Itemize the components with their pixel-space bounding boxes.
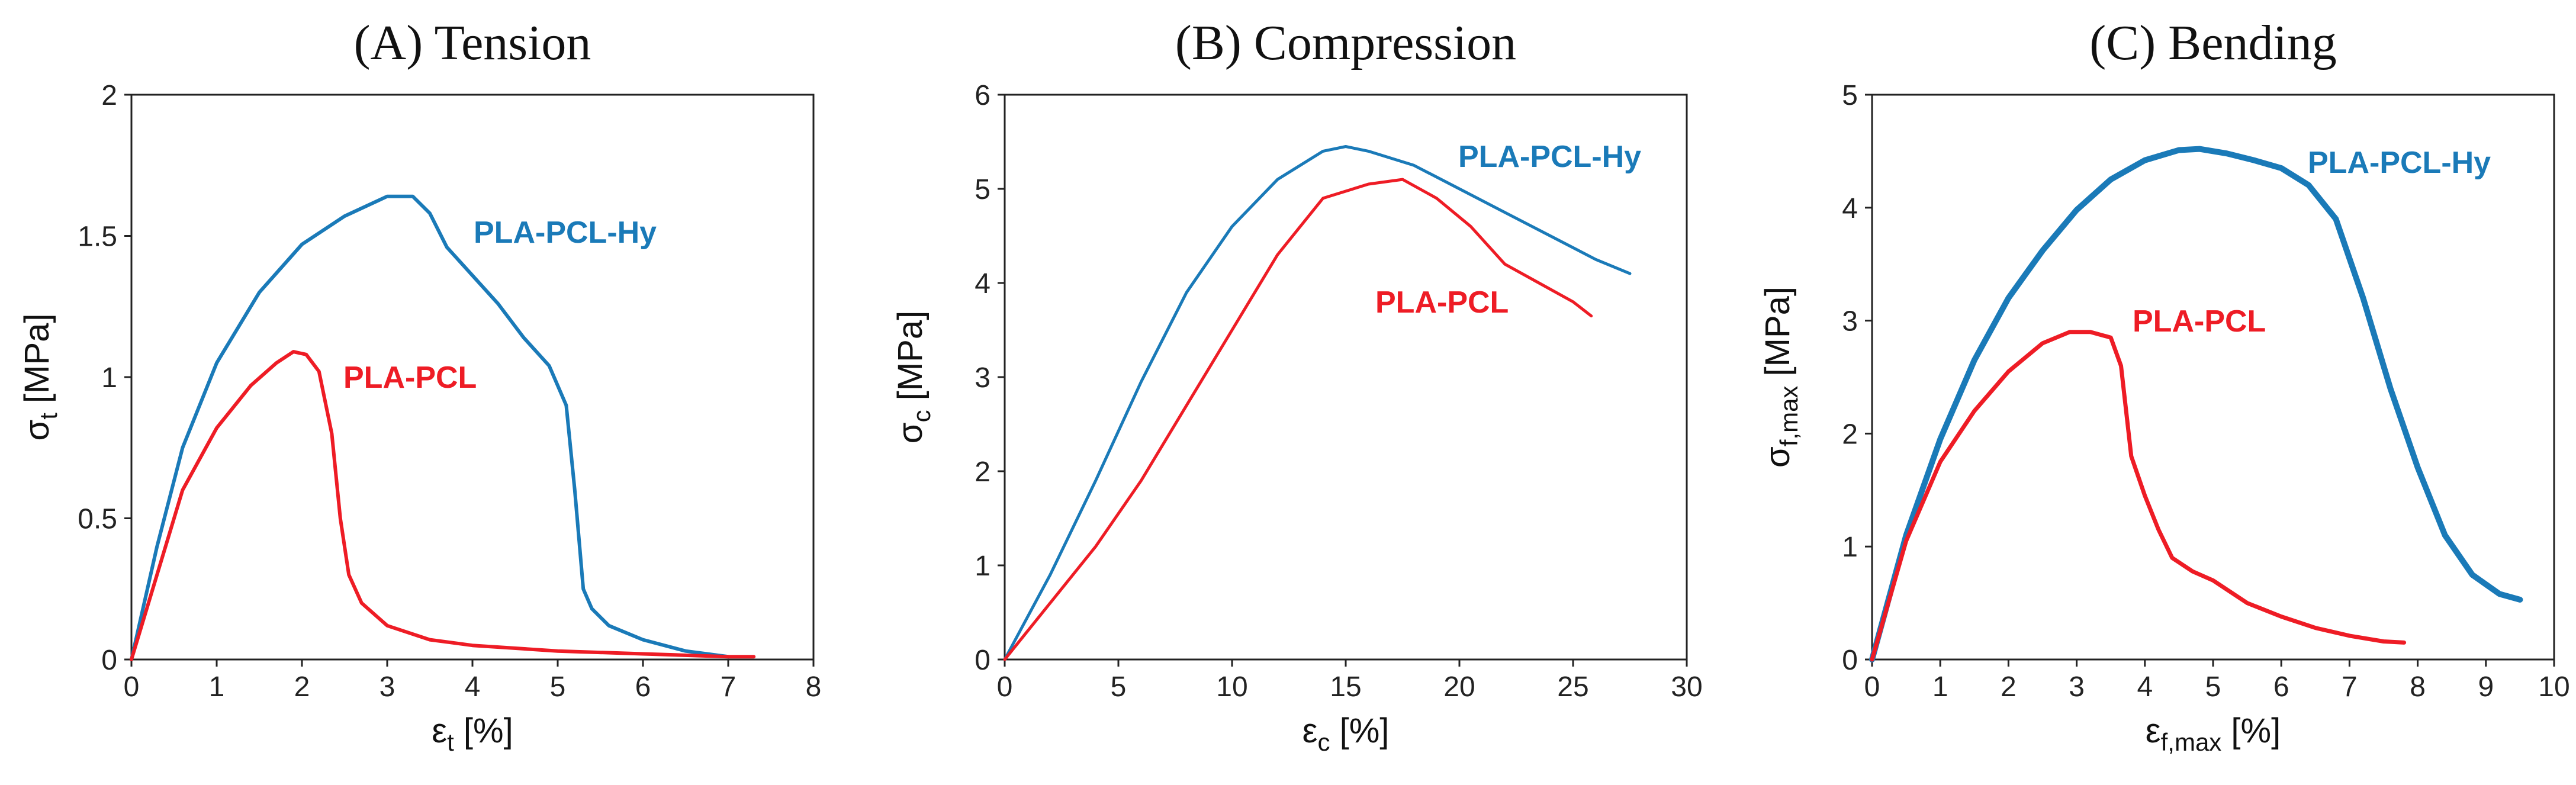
x-tick-label: 6 [2273, 671, 2289, 703]
x-tick-label: 5 [2205, 671, 2221, 703]
x-tick-label: 6 [635, 671, 651, 703]
y-tick-label: 0 [101, 645, 117, 676]
chart-title: (C) Bending [2089, 15, 2337, 70]
chart-title: (B) Compression [1175, 15, 1516, 70]
x-tick-label: 3 [2069, 671, 2085, 703]
x-axis-label: εt [%] [432, 712, 513, 756]
y-tick-label: 0 [1842, 645, 1858, 676]
y-axis-label-subscript: f,max [1775, 386, 1803, 447]
x-tick-label: 8 [806, 671, 822, 703]
y-axis-label: σc [MPa] [891, 311, 935, 443]
x-tick-label: 1 [209, 671, 225, 703]
y-axis-label-symbol: σ [891, 422, 930, 443]
series-label-pla-pcl-hy: PLA-PCL-Hy [474, 215, 657, 250]
x-axis-label: εc [%] [1303, 712, 1390, 756]
y-tick-label: 1 [975, 551, 990, 582]
y-tick-label: 0 [975, 645, 990, 676]
x-tick-label: 2 [2001, 671, 2017, 703]
x-tick-label: 7 [721, 671, 737, 703]
y-tick-label: 0.5 [78, 504, 117, 535]
y-axis-label-unit: [MPa] [891, 311, 930, 410]
x-axis-label-symbol: ε [432, 712, 447, 750]
series-label-pla-pcl-hy: PLA-PCL-Hy [1458, 140, 1641, 174]
y-axis-label: σt [MPa] [18, 313, 62, 440]
y-axis-label-symbol: σ [1758, 446, 1797, 468]
x-axis-label-unit: [%] [454, 712, 513, 750]
y-axis-label-subscript: t [34, 413, 62, 420]
plot-frame [1004, 94, 1688, 661]
x-axis-label-unit: [%] [1330, 712, 1389, 750]
x-tick-label: 3 [380, 671, 395, 703]
x-tick-label: 10 [2538, 671, 2569, 703]
x-tick-label: 4 [2137, 671, 2153, 703]
x-tick-label: 2 [294, 671, 310, 703]
y-axis-label-unit: [MPa] [1758, 287, 1797, 386]
y-axis-label: σf,max [MPa] [1758, 287, 1803, 468]
series-label-pla-pcl: PLA-PCL [2133, 304, 2266, 339]
series-label-pla-pcl: PLA-PCL [1375, 285, 1509, 320]
y-axis-label-subscript: c [908, 410, 935, 422]
x-tick-label: 0 [1864, 671, 1880, 703]
y-axis-label-symbol: σ [18, 420, 56, 441]
y-tick-label: 6 [975, 80, 990, 111]
x-tick-label: 25 [1557, 671, 1588, 703]
x-axis-label-subscript: c [1317, 728, 1330, 756]
x-tick-label: 0 [124, 671, 140, 703]
x-tick-label: 1 [1932, 671, 1948, 703]
series-label-pla-pcl-hy: PLA-PCL-Hy [2308, 146, 2491, 180]
x-tick-label: 10 [1216, 671, 1247, 703]
x-axis-label-subscript: t [447, 728, 454, 756]
y-tick-label: 4 [975, 268, 990, 300]
x-tick-label: 8 [2410, 671, 2426, 703]
y-tick-label: 2 [1842, 419, 1858, 450]
x-tick-label: 5 [550, 671, 566, 703]
x-axis-label-subscript: f,max [2161, 728, 2222, 756]
x-tick-label: 0 [997, 671, 1013, 703]
y-tick-label: 5 [975, 174, 990, 205]
series-label-pla-pcl: PLA-PCL [343, 361, 477, 395]
x-axis-label-symbol: ε [2146, 712, 2161, 750]
chart-title: (A) Tension [354, 15, 591, 70]
x-tick-label: 5 [1111, 671, 1127, 703]
y-tick-label: 1 [101, 362, 117, 394]
x-tick-label: 9 [2478, 671, 2494, 703]
x-axis-label-symbol: ε [1303, 712, 1318, 750]
y-axis-label-unit: [MPa] [18, 313, 56, 413]
x-tick-label: 30 [1671, 671, 1702, 703]
series-line-pla-pcl [1870, 330, 2407, 662]
y-tick-label: 1.5 [78, 221, 117, 253]
series-line-pla-pcl-hy [1003, 145, 1632, 661]
series-line-pla-pcl-hy [130, 194, 730, 661]
x-tick-label: 4 [465, 671, 481, 703]
y-tick-label: 2 [975, 456, 990, 488]
y-tick-label: 2 [101, 80, 117, 111]
series-line-pla-pcl [1003, 178, 1593, 661]
y-tick-label: 4 [1842, 193, 1858, 224]
y-tick-label: 1 [1842, 532, 1858, 563]
x-tick-label: 7 [2342, 671, 2358, 703]
x-axis-label: εf,max [%] [2146, 712, 2281, 756]
x-tick-label: 15 [1330, 671, 1361, 703]
x-axis-label-unit: [%] [2221, 712, 2281, 750]
y-tick-label: 3 [975, 362, 990, 394]
series-line-pla-pcl-hy [1869, 146, 2523, 662]
x-tick-label: 20 [1443, 671, 1475, 703]
y-tick-label: 3 [1842, 306, 1858, 337]
y-tick-label: 5 [1842, 80, 1858, 111]
series-line-pla-pcl [130, 350, 756, 661]
